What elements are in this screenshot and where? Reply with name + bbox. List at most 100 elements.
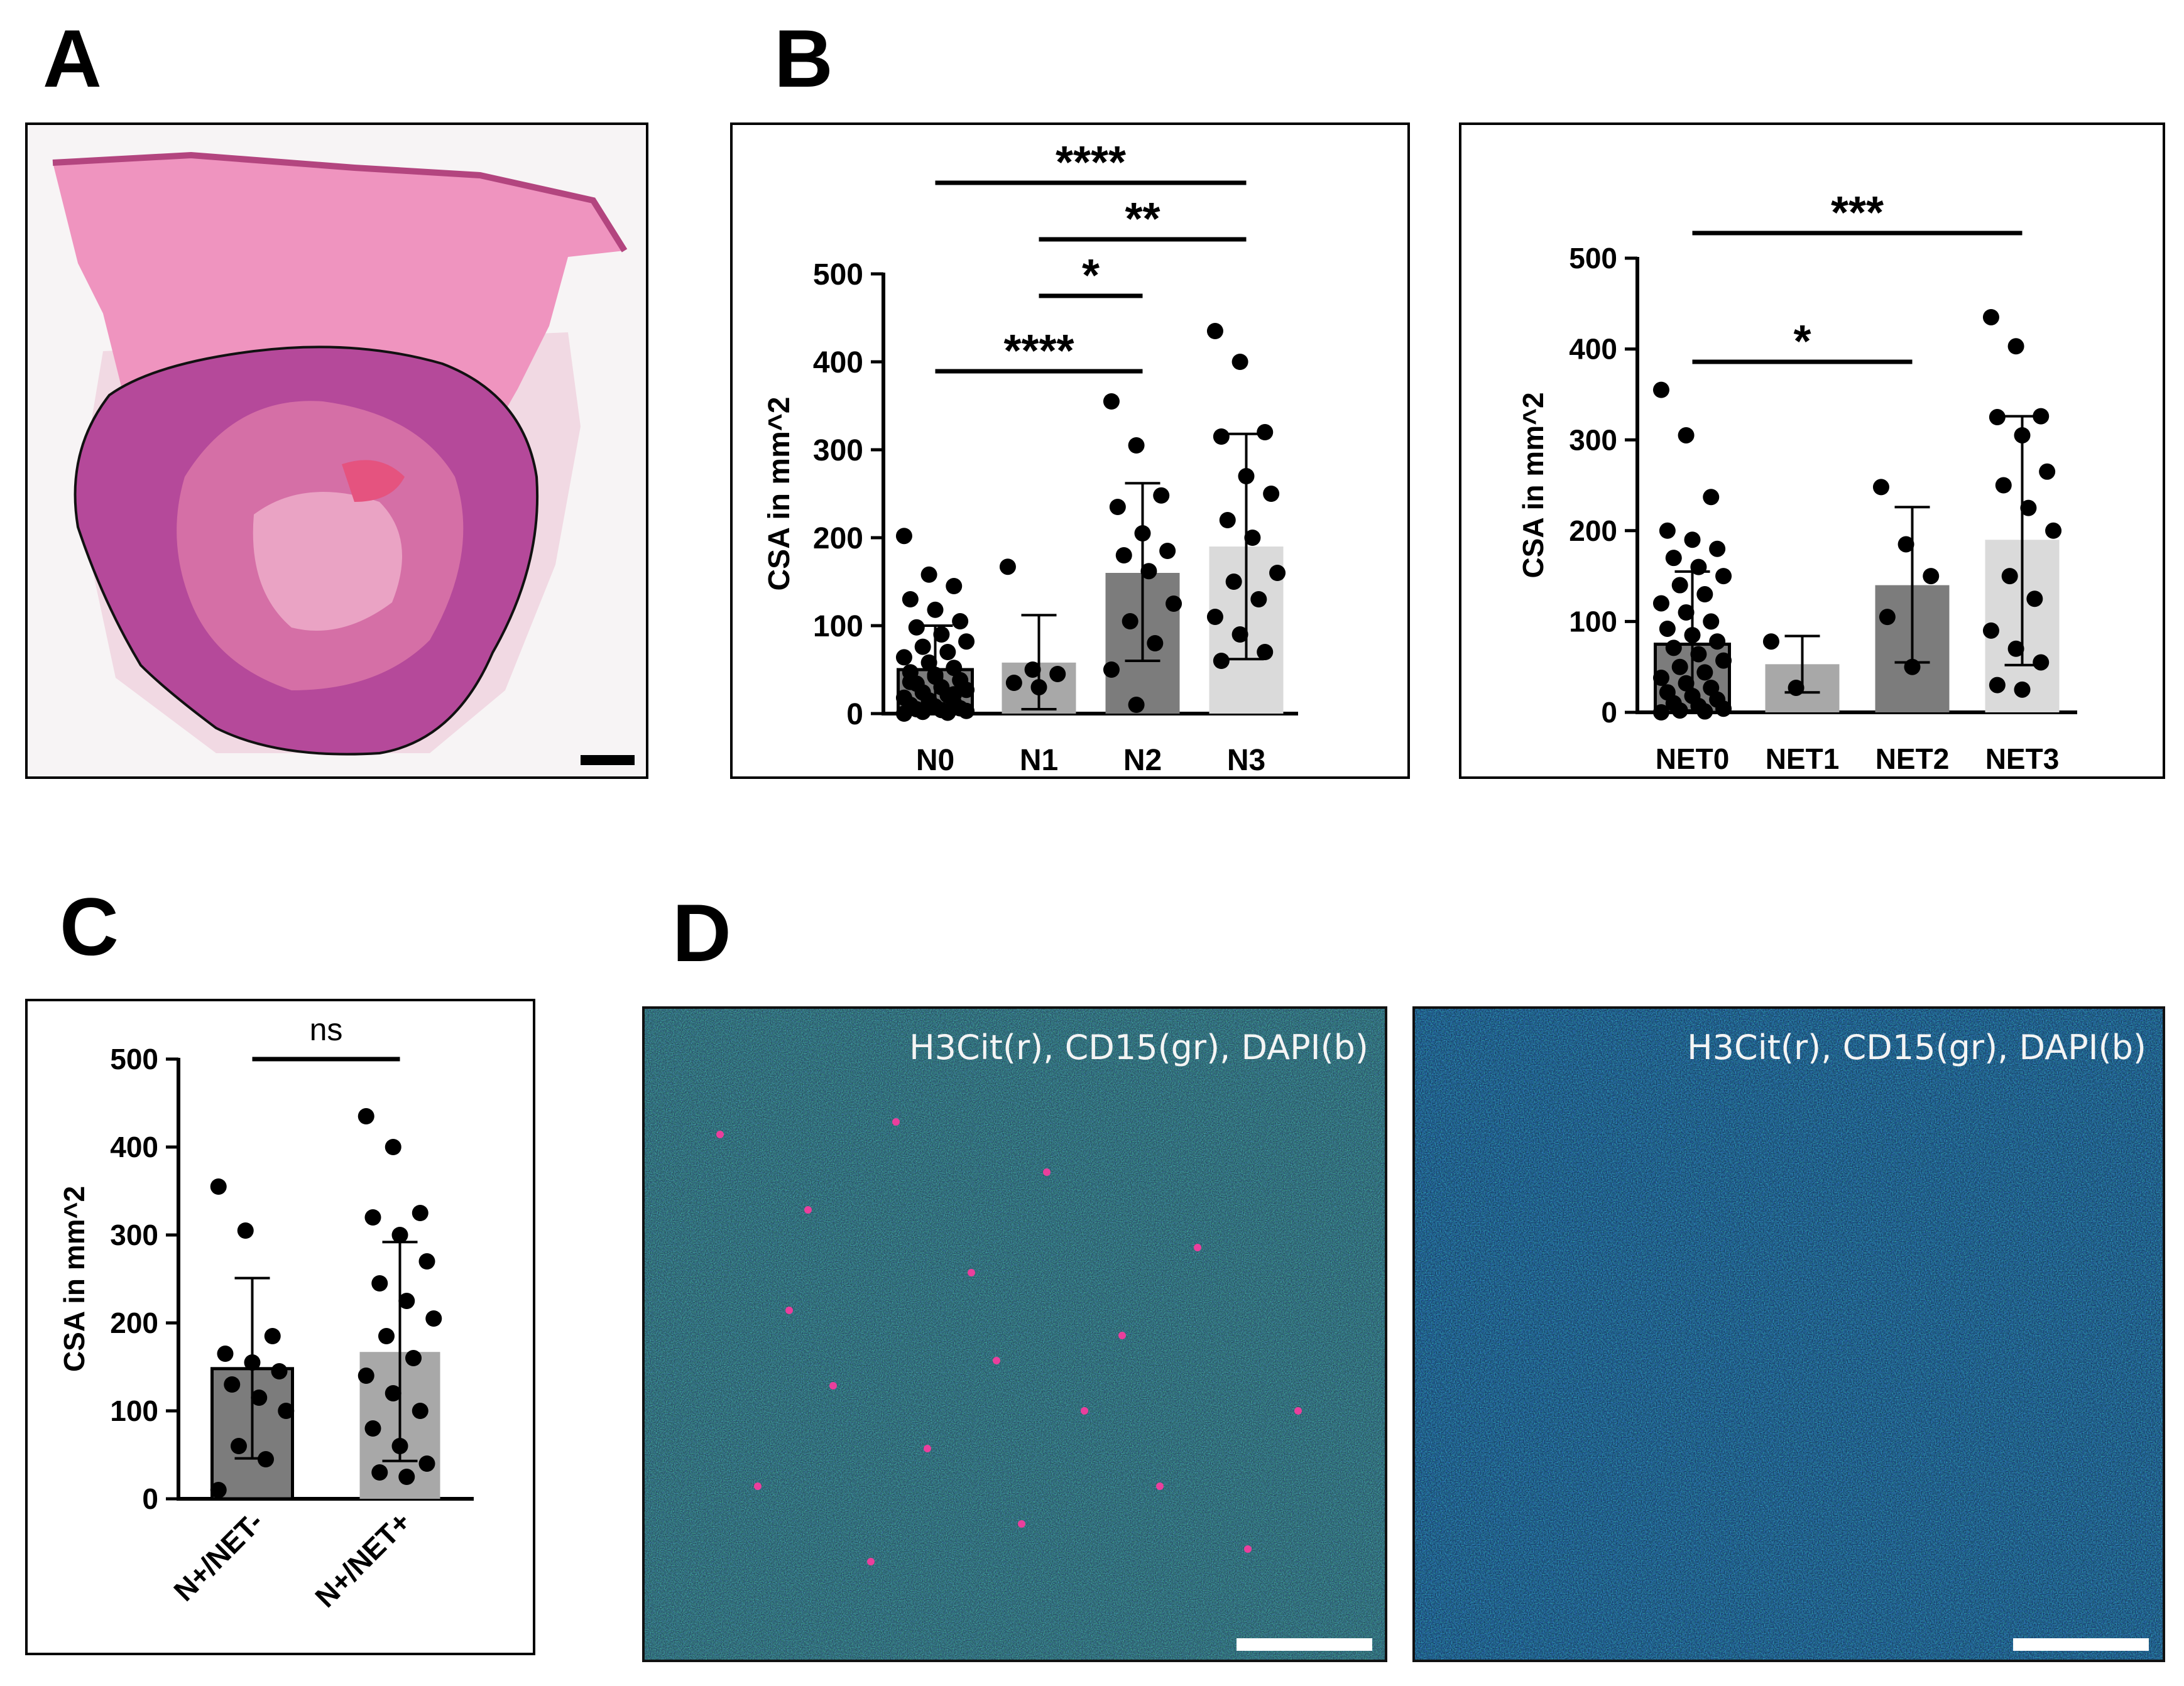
data-point (364, 1420, 381, 1437)
data-point (358, 1108, 374, 1124)
data-point (1024, 661, 1041, 678)
y-axis-label: CSA in mm^2 (58, 1186, 90, 1372)
significance-label: **** (1056, 138, 1126, 188)
x-tick-label: NET0 (1656, 742, 1730, 775)
data-point (1206, 323, 1223, 339)
data-point (999, 558, 1016, 575)
data-point (914, 638, 931, 655)
data-point (264, 1328, 281, 1344)
data-point (210, 1178, 227, 1195)
data-point (210, 1482, 227, 1498)
data-point (1989, 409, 2006, 426)
data-point (405, 1350, 422, 1366)
data-point (1665, 639, 1682, 656)
data-point (1989, 677, 2006, 693)
significance-label: * (1082, 251, 1100, 301)
micrograph-right-scale-bar (2013, 1638, 2149, 1651)
data-point (1257, 424, 1274, 440)
data-point (1231, 354, 1248, 370)
data-point (958, 682, 975, 699)
data-point (1128, 697, 1145, 713)
data-point (952, 613, 969, 629)
y-tick-label: 200 (1569, 514, 1617, 547)
he-hemorrhage (342, 460, 405, 502)
data-point (958, 702, 975, 719)
x-tick-label: N2 (1123, 744, 1162, 776)
y-tick-label: 100 (813, 610, 863, 643)
data-point (1671, 658, 1688, 675)
data-point (371, 1464, 388, 1481)
y-tick-label: 300 (813, 434, 863, 467)
data-point (278, 1403, 295, 1419)
micrograph-right: H3Cit(r), CD15(gr), DAPI(b) (1412, 1006, 2165, 1662)
data-point (1147, 635, 1164, 651)
data-point (398, 1293, 415, 1309)
panel-label-c: C (60, 881, 119, 972)
x-tick-label: NET1 (1766, 742, 1840, 775)
y-tick-label: 500 (110, 1043, 158, 1075)
data-point (908, 619, 925, 636)
he-necrosis (253, 492, 402, 631)
data-point (1715, 652, 1732, 669)
data-point (1690, 558, 1707, 575)
data-point (1159, 543, 1176, 559)
x-tick-label: NET3 (1985, 742, 2060, 775)
y-tick-label: 400 (813, 346, 863, 379)
data-point (1269, 565, 1286, 581)
data-point (1762, 633, 1779, 650)
micrograph-left-label: H3Cit(r), CD15(gr), DAPI(b) (909, 1028, 1368, 1067)
data-point (1678, 604, 1695, 621)
data-point (946, 578, 963, 594)
micrograph-right-image (1415, 1009, 2163, 1660)
data-point (2026, 590, 2043, 607)
data-point (1030, 679, 1047, 695)
panel-label-d: D (672, 887, 731, 979)
data-point (1103, 661, 1120, 678)
data-point (939, 704, 956, 721)
y-tick-label: 200 (813, 522, 863, 555)
y-tick-label: 300 (1569, 423, 1617, 456)
data-point (385, 1139, 401, 1155)
chart-c-frame: 0 100 200 300 400 500 CSA in mm^2 N+/NET- N+/NET… (25, 999, 535, 1655)
data-point (1005, 675, 1022, 691)
y-axis-label: CSA in mm^2 (763, 397, 796, 591)
data-point (391, 1227, 408, 1243)
data-point (1206, 609, 1223, 625)
data-point (1696, 703, 1713, 720)
he-histology-panel (25, 122, 648, 779)
data-point (418, 1455, 435, 1472)
data-point (920, 566, 937, 583)
data-point (895, 649, 912, 666)
data-point (1659, 522, 1676, 539)
significance-label: ns (310, 1012, 343, 1047)
panel-label-b: B (774, 13, 833, 104)
significance-label: *** (1831, 188, 1884, 238)
data-point (1872, 479, 1889, 496)
data-point (1696, 664, 1713, 681)
data-point (371, 1275, 388, 1292)
data-point (1219, 512, 1236, 528)
data-point (1671, 577, 1688, 594)
data-point (1153, 487, 1170, 504)
y-tick-label: 0 (1601, 696, 1617, 729)
panel-label-a: A (43, 13, 102, 104)
y-tick-label: 100 (110, 1395, 158, 1427)
data-point (1715, 568, 1732, 585)
data-point (412, 1205, 429, 1221)
data-point (1140, 563, 1157, 580)
data-point (364, 1209, 381, 1226)
micrograph-left: H3Cit(r), CD15(gr), DAPI(b) (642, 1006, 1387, 1662)
data-point (2001, 568, 2018, 585)
data-point (2014, 427, 2031, 443)
data-point (271, 1363, 288, 1379)
chart-c: 0 100 200 300 400 500 CSA in mm^2 N+/NET- N+/NET… (58, 1012, 474, 1614)
data-point (1665, 550, 1682, 567)
micrograph-left-image (645, 1009, 1385, 1660)
chart-b-right-frame: 0 100 200 300 400 500 CSA in mm^2 NET0 NET1 NET2 N… (1459, 122, 2165, 779)
data-point (895, 528, 912, 545)
data-point (1263, 486, 1280, 502)
data-point (1134, 525, 1151, 541)
data-point (1696, 586, 1713, 603)
x-tick-label: N+/NET- (167, 1505, 269, 1607)
